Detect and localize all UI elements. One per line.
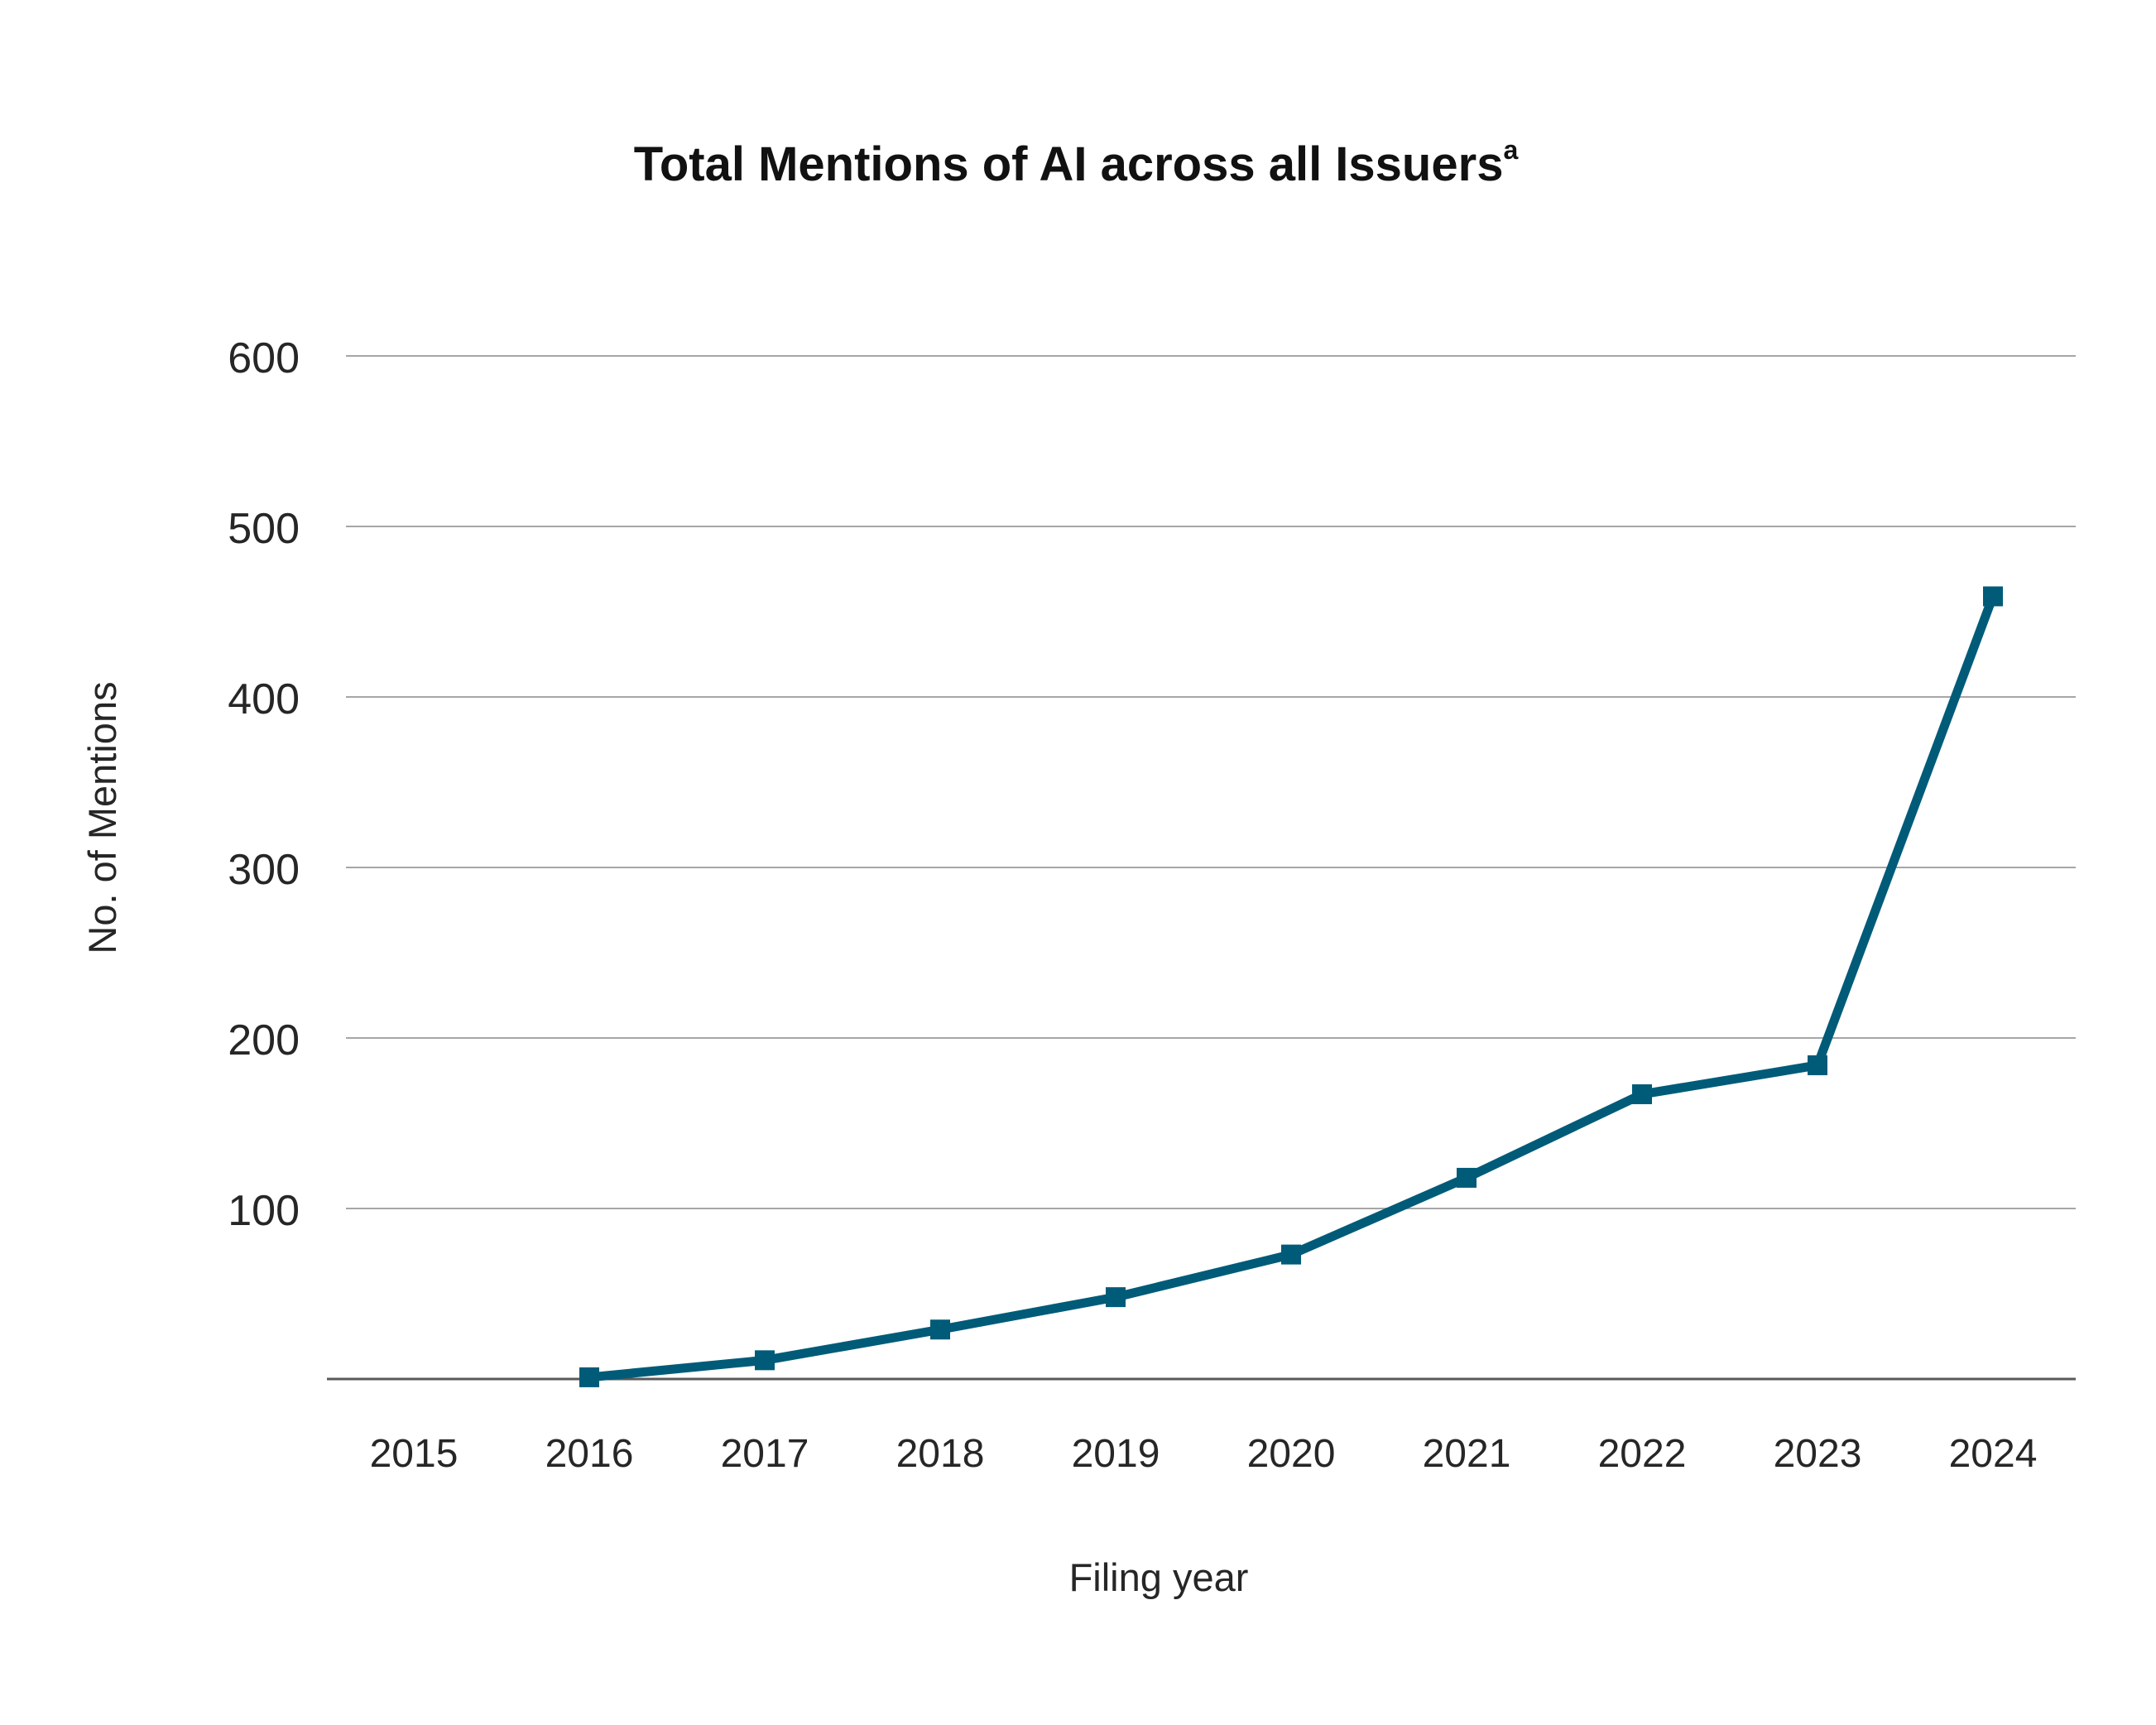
x-axis-label: Filing year bbox=[1069, 1555, 1249, 1599]
data-point-2017 bbox=[755, 1350, 775, 1371]
x-tick-label-2016: 2016 bbox=[545, 1432, 634, 1476]
x-tick-labels: 2015 2016 2017 2018 2019 2020 2021 2022 2023 2024 bbox=[370, 1432, 2038, 1476]
x-tick-label-2020: 2020 bbox=[1247, 1432, 1336, 1476]
x-tick-label-2018: 2018 bbox=[896, 1432, 985, 1476]
data-point-2019 bbox=[1106, 1287, 1126, 1308]
x-tick-label-2017: 2017 bbox=[721, 1432, 809, 1476]
data-point-2023 bbox=[1808, 1055, 1827, 1075]
x-tick-label-2024: 2024 bbox=[1949, 1432, 2038, 1476]
chart-title: Total Mentions of AI across all Issuersa bbox=[634, 135, 1519, 191]
x-tick-label-2022: 2022 bbox=[1598, 1432, 1687, 1476]
x-tick-label-2019: 2019 bbox=[1072, 1432, 1160, 1476]
y-axis-label: No. of Mentions bbox=[80, 681, 124, 954]
y-tick-label-300: 300 bbox=[228, 846, 300, 894]
data-point-2020 bbox=[1281, 1244, 1301, 1265]
gridlines bbox=[346, 355, 2076, 1209]
x-tick-label-2021: 2021 bbox=[1423, 1432, 1511, 1476]
data-point-2016 bbox=[579, 1367, 599, 1387]
x-tick-label-2015: 2015 bbox=[370, 1432, 459, 1476]
y-tick-label-600: 600 bbox=[228, 334, 300, 382]
data-point-2022 bbox=[1632, 1084, 1652, 1104]
series-layer bbox=[579, 586, 2003, 1387]
data-point-2021 bbox=[1457, 1167, 1477, 1188]
y-tick-label-100: 100 bbox=[228, 1187, 300, 1235]
x-tick-label-2023: 2023 bbox=[1774, 1432, 1862, 1476]
chart-title-text: Total Mentions of AI across all Issuers bbox=[634, 137, 1504, 191]
data-point-2018 bbox=[930, 1319, 950, 1340]
data-point-2024 bbox=[1983, 586, 2003, 607]
y-tick-label-200: 200 bbox=[228, 1016, 300, 1064]
y-tick-labels: 100 200 300 400 500 600 bbox=[228, 334, 300, 1235]
y-tick-label-500: 500 bbox=[228, 505, 300, 553]
chart-title-superscript: a bbox=[1503, 135, 1518, 165]
y-tick-label-400: 400 bbox=[228, 675, 300, 723]
